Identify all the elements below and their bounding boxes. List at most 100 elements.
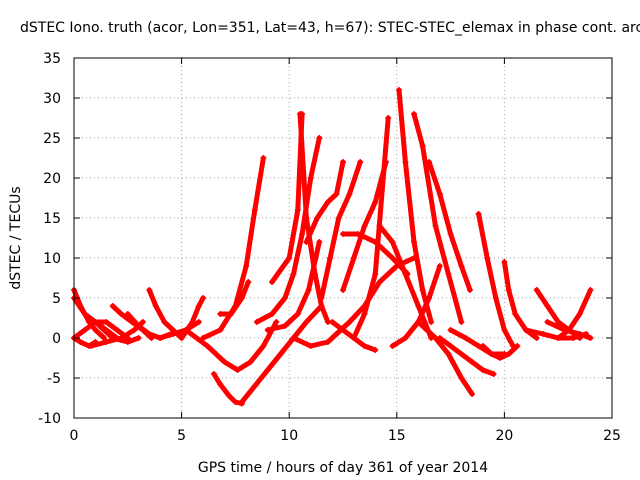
data-point-marker <box>393 263 400 269</box>
data-point-marker <box>217 311 224 317</box>
data-point-marker <box>522 327 529 333</box>
data-point-marker <box>432 223 439 229</box>
data-point-marker <box>268 311 275 317</box>
data-point-marker <box>484 255 491 261</box>
data-point-marker <box>81 311 88 317</box>
data-point-marker <box>92 327 99 333</box>
data-point-marker <box>290 335 297 341</box>
data-point-marker <box>232 399 239 405</box>
x-tick-label: 15 <box>388 428 406 444</box>
data-point-marker <box>490 371 497 377</box>
data-point-marker <box>372 347 379 353</box>
data-series-arc <box>217 279 252 317</box>
data-point-marker <box>389 239 396 245</box>
data-point-marker <box>182 327 189 333</box>
data-point-marker <box>251 383 258 389</box>
data-point-marker <box>281 295 288 301</box>
data-point-marker <box>411 111 418 117</box>
data-point-marker <box>419 287 426 293</box>
data-point-marker <box>189 319 196 325</box>
y-tick-label: -10 <box>38 411 61 427</box>
data-point-marker <box>290 271 297 277</box>
data-point-marker <box>238 295 245 301</box>
series-line <box>200 155 266 341</box>
data-point-marker <box>372 271 379 277</box>
data-point-marker <box>458 351 465 357</box>
data-point-marker <box>458 263 465 269</box>
y-tick-label: 30 <box>43 91 61 107</box>
data-point-marker <box>228 311 235 317</box>
y-tick-label: 10 <box>43 251 61 267</box>
data-point-marker <box>296 111 303 117</box>
y-tick-label: -5 <box>47 371 61 387</box>
data-point-marker <box>544 319 551 325</box>
data-point-marker <box>447 327 454 333</box>
data-point-marker <box>376 279 383 285</box>
data-point-marker <box>329 319 336 325</box>
data-point-marker <box>540 331 547 337</box>
series-line <box>211 371 245 407</box>
data-point-marker <box>131 327 138 333</box>
data-point-marker <box>277 267 284 273</box>
data-point-marker <box>544 303 551 309</box>
data-point-marker <box>555 335 562 341</box>
data-point-marker <box>169 331 176 337</box>
data-series-arc <box>92 319 142 345</box>
data-series-arc <box>415 319 476 397</box>
data-point-marker <box>307 175 314 181</box>
data-series-arc <box>376 223 435 341</box>
data-point-marker <box>350 335 357 341</box>
data-series <box>71 87 594 407</box>
data-point-marker <box>77 339 84 345</box>
data-point-marker <box>135 335 142 341</box>
y-tick-label: 35 <box>43 51 61 67</box>
data-point-marker <box>277 351 284 357</box>
series-line <box>71 319 131 341</box>
data-point-marker <box>340 159 346 165</box>
data-point-marker <box>294 311 301 317</box>
data-point-marker <box>103 319 110 325</box>
data-series-arc <box>436 335 497 377</box>
data-point-marker <box>576 331 583 337</box>
data-series-arc <box>253 135 323 325</box>
data-point-marker <box>466 287 473 293</box>
data-point-marker <box>426 295 433 301</box>
data-point-marker <box>402 159 409 165</box>
data-point-marker <box>114 327 121 333</box>
chart-title: dSTEC Iono. truth (acor, Lon=351, Lat=43… <box>20 20 640 36</box>
data-point-marker <box>303 319 310 325</box>
data-point-marker <box>157 335 164 341</box>
data-series-arc <box>426 159 473 293</box>
data-point-marker <box>195 319 202 325</box>
data-point-marker <box>260 343 267 349</box>
data-point-marker <box>88 343 95 349</box>
data-point-marker <box>264 327 271 333</box>
x-tick-label: 10 <box>280 428 298 444</box>
data-point-marker <box>204 343 211 349</box>
data-point-marker <box>361 303 368 309</box>
data-point-marker <box>238 399 245 405</box>
data-point-marker <box>247 359 254 365</box>
data-point-marker <box>124 311 131 317</box>
data-series-arc <box>475 211 517 349</box>
y-tick-label: 25 <box>43 131 61 147</box>
data-point-marker <box>436 335 443 341</box>
data-series-arc <box>268 111 306 285</box>
data-point-marker <box>146 287 153 293</box>
data-point-marker <box>389 343 396 349</box>
data-point-marker <box>576 311 583 317</box>
data-series-arc <box>318 159 364 301</box>
x-tick-label: 0 <box>70 428 79 444</box>
data-point-marker <box>402 271 409 277</box>
data-point-marker <box>350 255 357 261</box>
data-series-arc <box>238 303 325 405</box>
data-point-marker <box>555 319 562 325</box>
data-point-marker <box>355 231 362 237</box>
data-point-marker <box>361 311 368 317</box>
data-point-marker <box>501 259 508 265</box>
data-point-marker <box>436 263 443 269</box>
data-point-marker <box>92 319 99 325</box>
data-series-arc <box>182 319 280 373</box>
data-point-marker <box>533 335 540 341</box>
data-point-marker <box>570 335 577 341</box>
